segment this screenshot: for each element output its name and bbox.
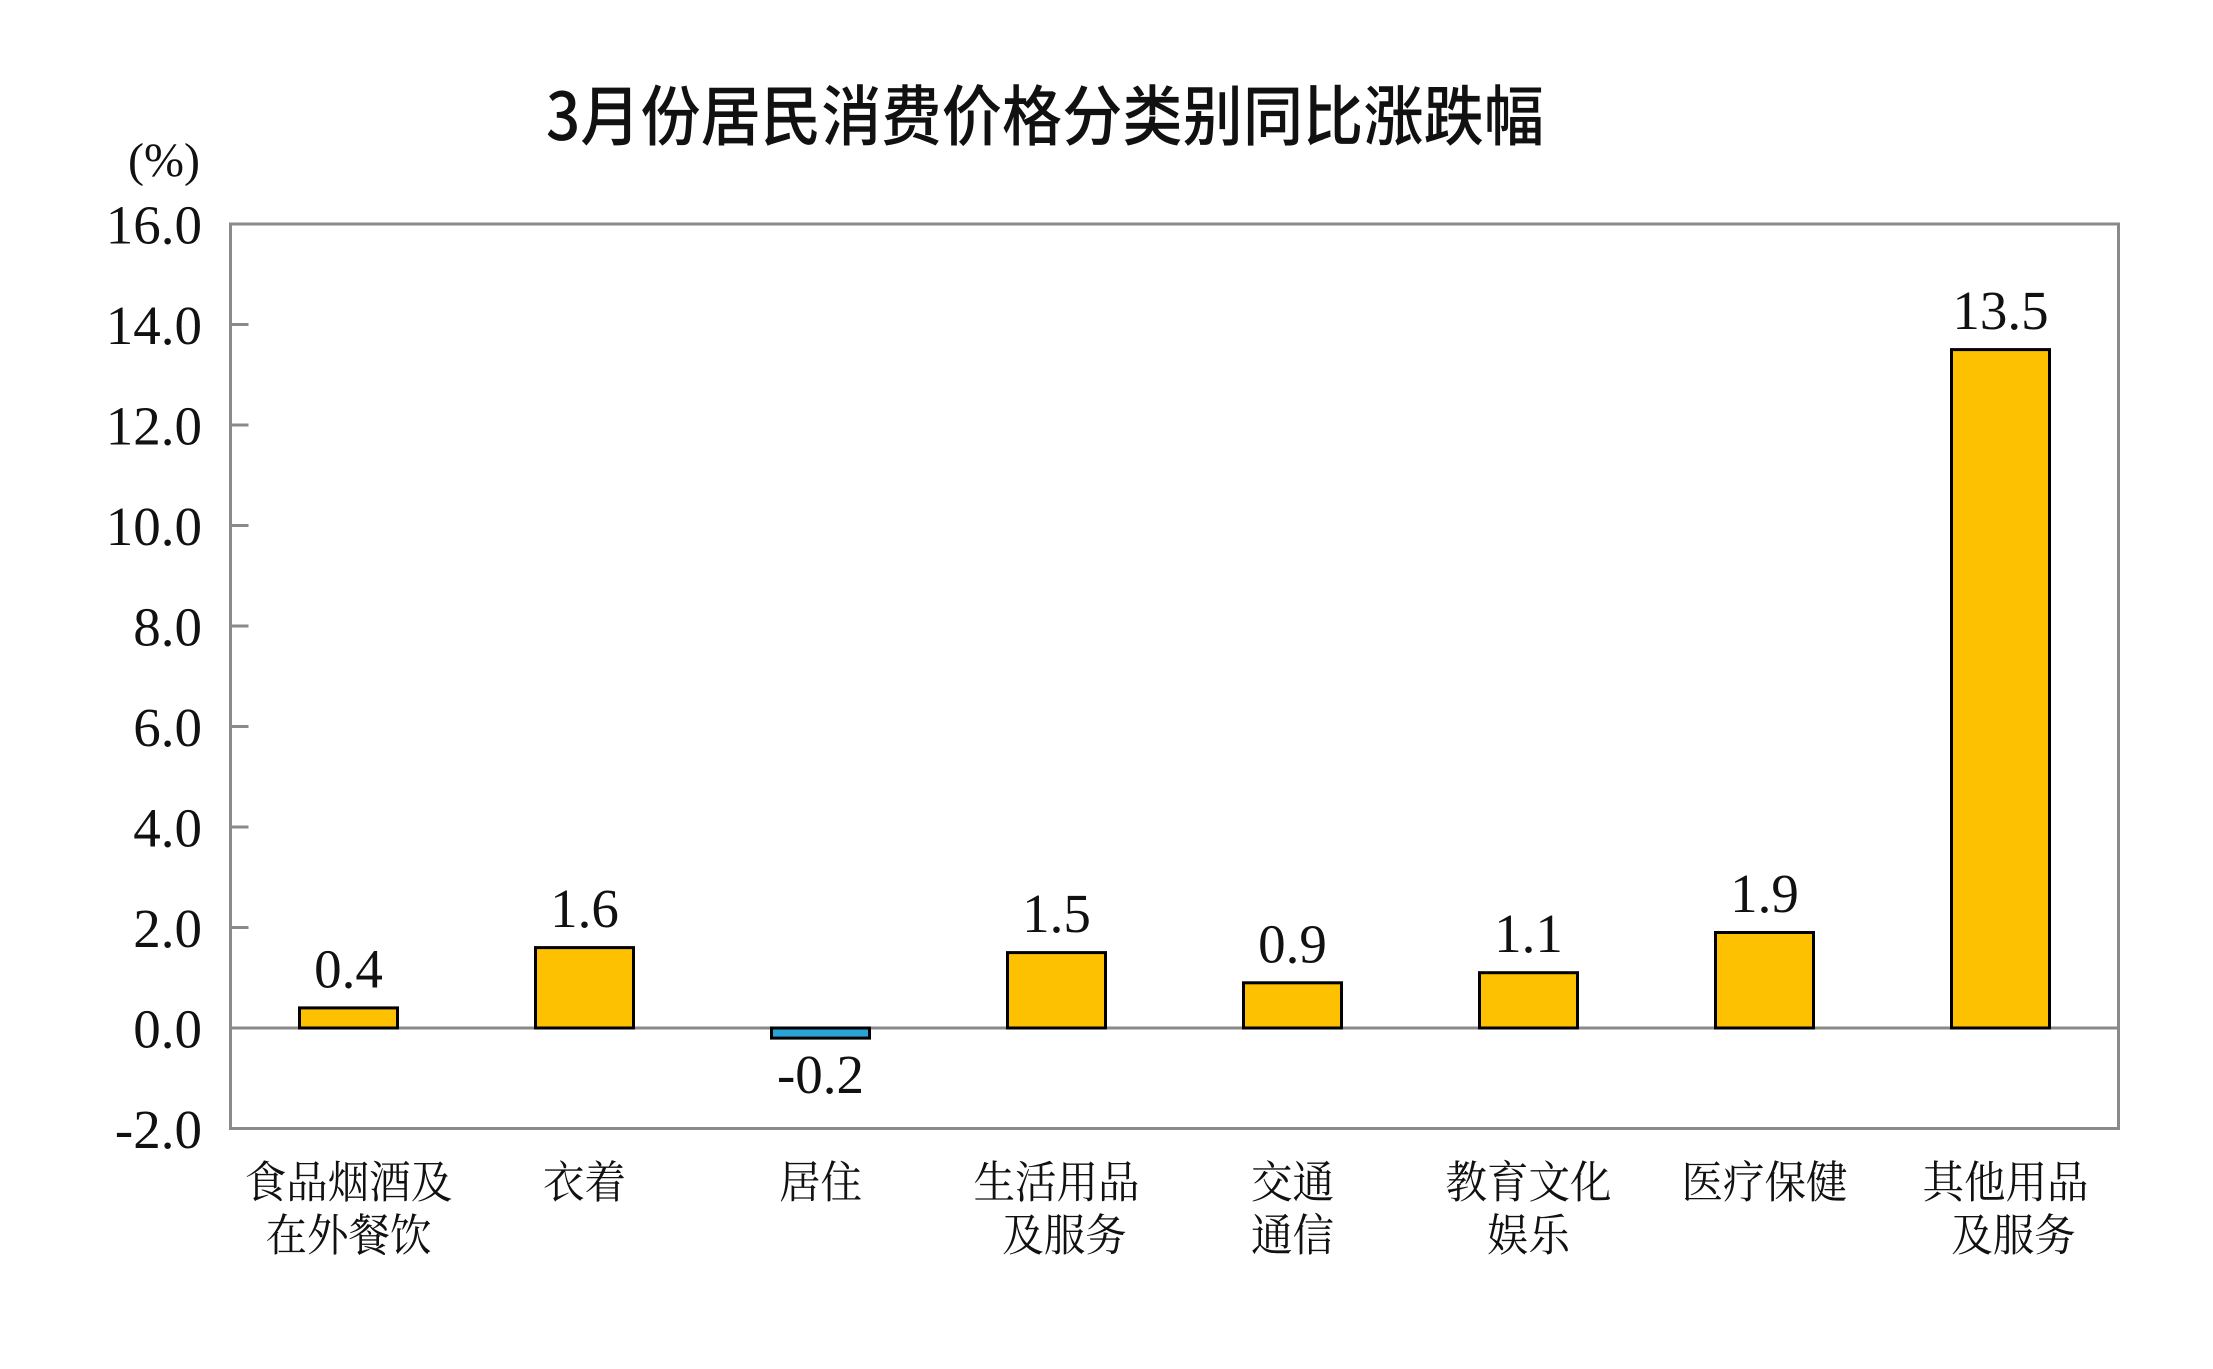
svg-text:12.0: 12.0 <box>106 396 202 457</box>
svg-text:14.0: 14.0 <box>106 295 202 356</box>
svg-text:-0.2: -0.2 <box>777 1044 864 1105</box>
svg-text:13.5: 13.5 <box>1952 280 2048 341</box>
svg-text:6.0: 6.0 <box>133 697 202 758</box>
svg-text:0.0: 0.0 <box>133 999 202 1060</box>
svg-text:1.6: 1.6 <box>550 878 619 939</box>
svg-text:1.9: 1.9 <box>1730 863 1799 924</box>
svg-text:-2.0: -2.0 <box>115 1099 202 1160</box>
svg-text:0.9: 0.9 <box>1258 913 1327 974</box>
svg-text:10.0: 10.0 <box>106 496 202 557</box>
svg-text:1.5: 1.5 <box>1022 883 1091 944</box>
svg-text:2.0: 2.0 <box>133 898 202 959</box>
svg-text:0.4: 0.4 <box>314 938 383 999</box>
svg-text:1.1: 1.1 <box>1494 903 1563 964</box>
svg-text:16.0: 16.0 <box>106 195 202 256</box>
svg-text:8.0: 8.0 <box>133 597 202 658</box>
svg-text:4.0: 4.0 <box>133 798 202 859</box>
svg-text:(%): (%) <box>128 134 200 187</box>
